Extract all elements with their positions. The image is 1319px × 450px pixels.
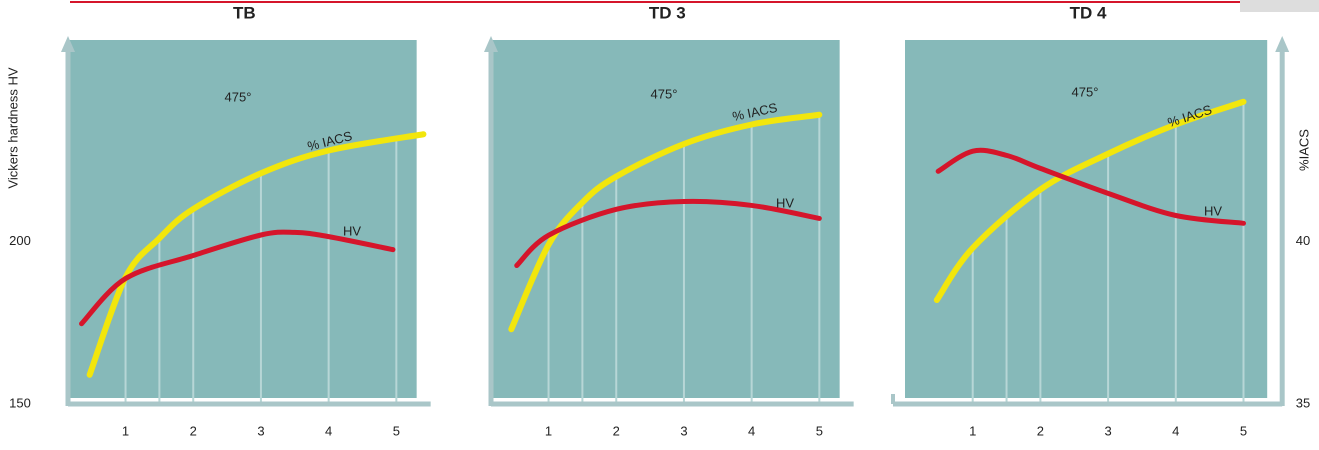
x-tick-label: 2 [613, 423, 620, 438]
annotation: 475° [1072, 84, 1099, 99]
corner-image [1240, 0, 1319, 12]
x-tick-label: 5 [816, 423, 823, 438]
x-tick-label: 4 [325, 423, 332, 438]
panel-title: TD 4 [1070, 3, 1107, 22]
x-tick-label: 3 [680, 423, 687, 438]
axis-arrow [1275, 36, 1289, 52]
x-tick-label: 3 [257, 423, 264, 438]
x-tick-label: 1 [122, 423, 129, 438]
x-tick-label: 1 [969, 423, 976, 438]
x-tick-label: 3 [1104, 423, 1111, 438]
series-label: HV [776, 195, 794, 210]
x-tick-label: 4 [1172, 423, 1179, 438]
x-tick-label: 5 [1240, 423, 1247, 438]
x-tick-label: 5 [393, 423, 400, 438]
y2-axis-label: %IACS [1296, 129, 1311, 171]
chart: 12345150200Vickers hardness HVTB475°% IA… [0, 0, 1319, 450]
y-axis-label: Vickers hardness HV [5, 67, 20, 188]
y2-tick-label: 35 [1296, 395, 1310, 410]
annotation: 475° [225, 89, 252, 104]
series-label: HV [1204, 203, 1222, 218]
series-label: HV [343, 223, 361, 238]
x-tick-label: 4 [748, 423, 755, 438]
panel-title: TD 3 [649, 3, 686, 22]
x-tick-label: 1 [545, 423, 552, 438]
y2-tick-label: 40 [1296, 233, 1310, 248]
x-tick-label: 2 [190, 423, 197, 438]
x-tick-label: 2 [1037, 423, 1044, 438]
panel-title: TB [233, 3, 256, 22]
y-tick-label: 200 [9, 233, 31, 248]
annotation: 475° [651, 86, 678, 101]
y-tick-label: 150 [9, 395, 31, 410]
